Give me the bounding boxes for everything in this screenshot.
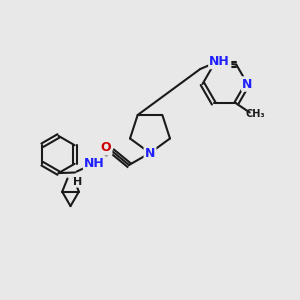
Text: NH: NH — [209, 55, 230, 68]
Text: N: N — [145, 146, 155, 160]
Text: CH₃: CH₃ — [245, 109, 265, 119]
Text: NH: NH — [84, 157, 105, 170]
Text: H: H — [74, 176, 82, 187]
Text: O: O — [100, 141, 111, 154]
Text: N: N — [242, 77, 253, 91]
